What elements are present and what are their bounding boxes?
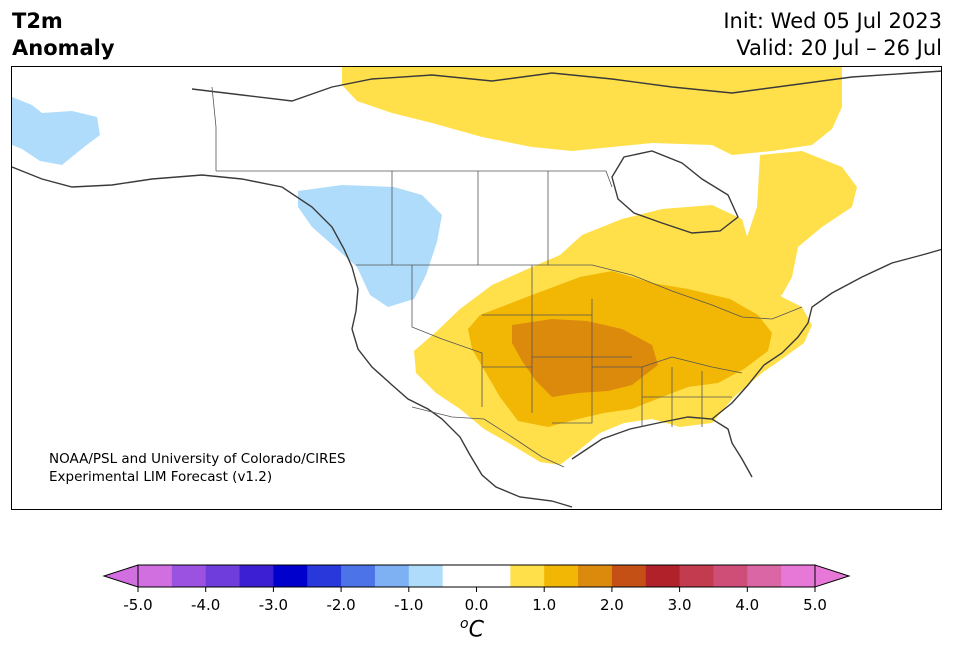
colorbar-tick-label: 0.0 xyxy=(465,596,489,614)
colorbar-bin xyxy=(273,565,308,587)
coastlines xyxy=(12,70,941,508)
date-info: Init: Wed 05 Jul 2023 Valid: 20 Jul – 26… xyxy=(723,8,942,62)
border-us-mexico xyxy=(411,406,565,468)
colorbar-bin xyxy=(747,565,782,587)
title-line-1: T2m xyxy=(12,9,63,33)
credit-line-2: Experimental LIM Forecast (v1.2) xyxy=(49,469,273,485)
colorbar-tick-label: 5.0 xyxy=(803,596,827,614)
init-date: Init: Wed 05 Jul 2023 xyxy=(723,9,942,33)
colorbar-bin xyxy=(408,565,444,587)
colorbar-bin xyxy=(239,565,274,587)
cool-region-northwest xyxy=(298,185,442,307)
colorbar-bin xyxy=(679,565,714,587)
border-alaska xyxy=(211,86,217,171)
colorbar-bin xyxy=(205,565,241,587)
credit-line-1: NOAA/PSL and University of Colorado/CIRE… xyxy=(49,451,346,467)
valid-range: Valid: 20 Jul – 26 Jul xyxy=(736,36,942,60)
colorbar-bin xyxy=(307,565,342,587)
political-borders xyxy=(211,86,803,468)
coastline-hudson-bay xyxy=(611,150,739,234)
colorbar-under-arrow xyxy=(102,564,139,588)
colorbar-bin xyxy=(442,565,477,587)
coastline-west xyxy=(12,166,573,508)
border-us-canada xyxy=(356,264,803,320)
colorbar-tick-label: -3.0 xyxy=(259,596,288,614)
map-canvas xyxy=(12,67,941,508)
colorbar-over-arrow xyxy=(814,564,851,588)
cool-region-alaska xyxy=(12,97,100,165)
anomaly-map xyxy=(11,66,942,510)
colorbar-tick-label: 4.0 xyxy=(735,596,759,614)
colorbar-tick-label: 3.0 xyxy=(668,596,692,614)
colorbar-bin xyxy=(171,565,207,587)
warm3-region xyxy=(512,319,658,397)
colorbar-bin xyxy=(781,565,816,587)
colorbar-tick-label: -4.0 xyxy=(191,596,220,614)
colorbar-bin xyxy=(578,565,613,587)
colorbar-tick-label: -1.0 xyxy=(394,596,423,614)
warm1-region-arctic xyxy=(342,67,842,155)
colorbar-ticks: -5.0 -4.0 -3.0 -2.0 -1.0 0.0 1.0 2.0 3.0 4.0 5.0 xyxy=(123,587,827,614)
warm1-region-quebec xyxy=(738,151,857,299)
colorbar: -5.0 -4.0 -3.0 -2.0 -1.0 0.0 1.0 2.0 3.0 4.0 5.0 xyxy=(102,564,851,614)
border-us-states xyxy=(411,265,743,427)
colorbar-bin xyxy=(341,565,376,587)
colorbar-bin xyxy=(510,565,545,587)
colorbar-bin xyxy=(713,565,748,587)
colorbar-bin xyxy=(138,565,173,587)
map-title: T2m Anomaly xyxy=(12,8,115,62)
colorbar-tick-label: 1.0 xyxy=(532,596,556,614)
colorbar-bin xyxy=(544,565,579,587)
title-line-2: Anomaly xyxy=(12,36,115,60)
coastline-arctic xyxy=(191,70,941,102)
colorbar-tick-label: -2.0 xyxy=(326,596,355,614)
colorbar-bin xyxy=(611,565,647,587)
colorbar-tick-label: -5.0 xyxy=(123,596,152,614)
colorbar-bin xyxy=(374,565,410,587)
units-label: oC xyxy=(460,616,484,642)
colorbar-bins xyxy=(138,565,816,587)
units-degree: o xyxy=(460,616,469,632)
coastline-gulf xyxy=(571,416,753,478)
units-letter: C xyxy=(468,617,484,643)
colorbar-tick-label: 2.0 xyxy=(600,596,624,614)
colorbar-bin xyxy=(645,565,681,587)
coastline-east xyxy=(711,248,941,420)
colorbar-bin xyxy=(476,565,511,587)
forecast-credit: NOAA/PSL and University of Colorado/CIRE… xyxy=(49,450,346,486)
border-canada-central xyxy=(392,170,613,265)
